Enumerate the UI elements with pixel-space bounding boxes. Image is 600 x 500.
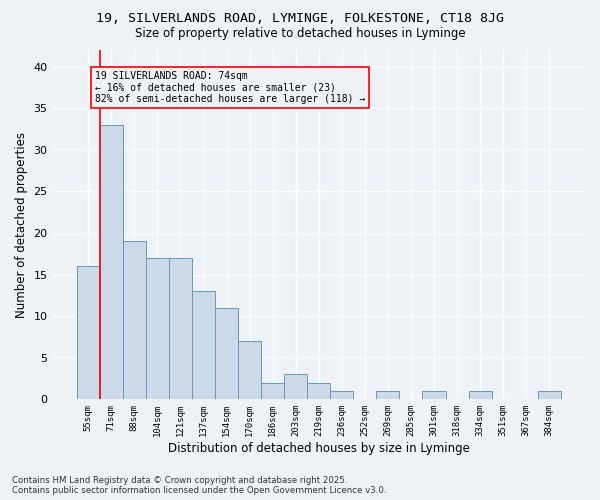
Text: 19 SILVERLANDS ROAD: 74sqm
← 16% of detached houses are smaller (23)
82% of semi: 19 SILVERLANDS ROAD: 74sqm ← 16% of deta… <box>95 71 365 104</box>
Y-axis label: Number of detached properties: Number of detached properties <box>15 132 28 318</box>
Bar <box>469 391 491 400</box>
Bar <box>284 374 307 400</box>
Bar <box>123 242 146 400</box>
Bar <box>376 391 400 400</box>
Bar <box>215 308 238 400</box>
Bar <box>169 258 192 400</box>
Bar <box>192 291 215 400</box>
Text: 19, SILVERLANDS ROAD, LYMINGE, FOLKESTONE, CT18 8JG: 19, SILVERLANDS ROAD, LYMINGE, FOLKESTON… <box>96 12 504 26</box>
Bar <box>538 391 561 400</box>
Bar <box>261 382 284 400</box>
Text: Size of property relative to detached houses in Lyminge: Size of property relative to detached ho… <box>134 28 466 40</box>
Bar <box>100 125 123 400</box>
X-axis label: Distribution of detached houses by size in Lyminge: Distribution of detached houses by size … <box>168 442 470 455</box>
Bar <box>422 391 446 400</box>
Text: Contains HM Land Registry data © Crown copyright and database right 2025.
Contai: Contains HM Land Registry data © Crown c… <box>12 476 386 495</box>
Bar <box>77 266 100 400</box>
Bar <box>307 382 330 400</box>
Bar <box>238 341 261 400</box>
Bar <box>330 391 353 400</box>
Bar <box>146 258 169 400</box>
